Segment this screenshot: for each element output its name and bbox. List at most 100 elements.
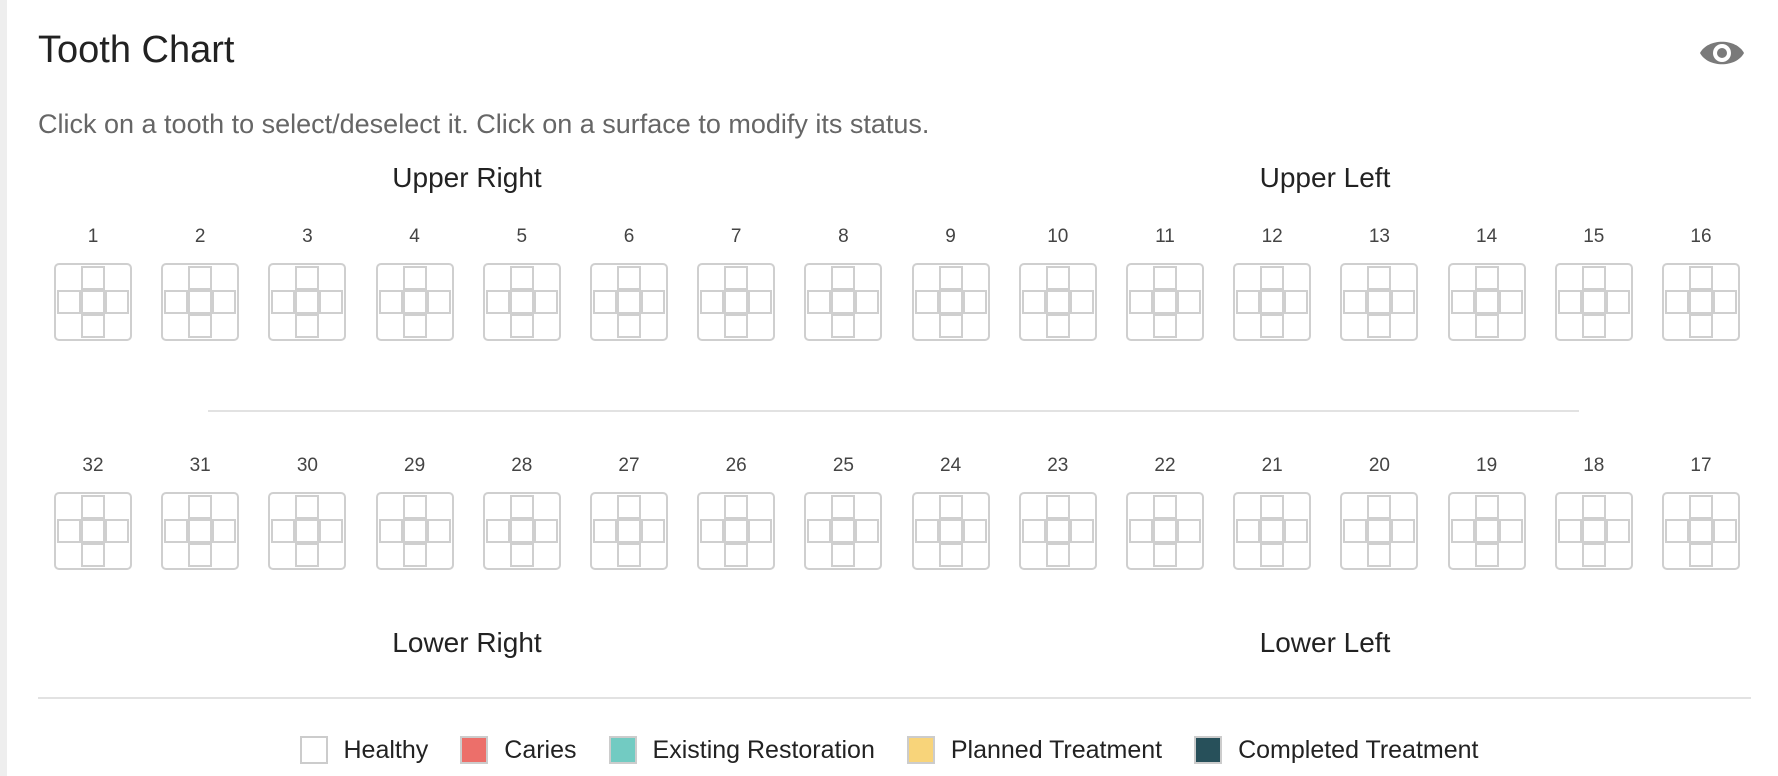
tooth[interactable]: 30 [268,454,347,570]
tooth[interactable]: 31 [161,454,240,570]
tooth-surface-center[interactable] [402,519,427,543]
tooth-surface-bottom[interactable] [1474,314,1499,338]
legend-item[interactable]: Planned Treatment [906,735,1162,765]
tooth[interactable]: 32 [54,454,132,570]
tooth-surface-center[interactable] [81,519,105,543]
tooth-surface-center[interactable] [1367,519,1392,543]
tooth[interactable]: 3 [268,225,347,341]
tooth-surface-right[interactable] [1284,519,1309,543]
tooth-surface-top[interactable] [1045,495,1070,519]
tooth-surface-bottom[interactable] [831,543,856,567]
tooth-surface-bottom[interactable] [1581,543,1606,567]
tooth[interactable]: 19 [1447,454,1526,570]
tooth-surface-top[interactable] [509,495,534,519]
tooth-surface-bottom[interactable] [81,543,105,567]
tooth[interactable]: 22 [1126,454,1204,570]
tooth-surface-center[interactable] [617,519,641,543]
tooth-surface-center[interactable] [509,290,534,314]
tooth-surface-bottom[interactable] [1045,543,1070,567]
tooth-surface-top[interactable] [938,266,963,290]
tooth-surface-left[interactable] [378,290,403,314]
tooth-surface-right[interactable] [1498,519,1523,543]
tooth-surface-top[interactable] [831,495,856,519]
tooth-surface-bottom[interactable] [402,314,427,338]
tooth[interactable]: 1 [54,225,132,341]
tooth-surface-right[interactable] [1498,290,1523,314]
tooth-surface-center[interactable] [295,519,320,543]
tooth[interactable]: 20 [1340,454,1419,570]
tooth-surface-bottom[interactable] [724,543,749,567]
tooth[interactable]: 10 [1018,225,1097,341]
tooth-surface-right[interactable] [855,519,880,543]
tooth-surface-center[interactable] [1474,290,1499,314]
tooth-surface-center[interactable] [295,290,320,314]
tooth-surface-left[interactable] [1343,290,1368,314]
legend-item[interactable]: Caries [460,735,577,765]
legend-item[interactable]: Existing Restoration [608,735,875,765]
tooth-surface-bottom[interactable] [1260,314,1285,338]
tooth-surface-left[interactable] [485,519,510,543]
tooth-surface-top[interactable] [1045,266,1070,290]
tooth[interactable]: 9 [911,225,990,341]
tooth-surface-left[interactable] [1021,290,1046,314]
tooth-surface-bottom[interactable] [1260,543,1285,567]
tooth-surface-left[interactable] [807,290,832,314]
tooth[interactable]: 12 [1233,225,1312,341]
tooth-surface-left[interactable] [1129,519,1153,543]
tooth-surface-center[interactable] [724,519,749,543]
tooth-surface-right[interactable] [1605,290,1630,314]
tooth-surface-top[interactable] [1689,266,1713,290]
tooth-surface-top[interactable] [1689,495,1713,519]
tooth-surface-top[interactable] [831,266,856,290]
tooth-surface-top[interactable] [402,495,427,519]
tooth[interactable]: 23 [1018,454,1097,570]
tooth[interactable]: 8 [804,225,883,341]
tooth[interactable]: 18 [1554,454,1633,570]
eye-icon[interactable] [1697,28,1747,78]
tooth-surface-top[interactable] [509,266,534,290]
tooth-surface-center[interactable] [724,290,749,314]
tooth-surface-center[interactable] [1474,519,1499,543]
tooth[interactable]: 2 [161,225,240,341]
tooth-surface-right[interactable] [1391,290,1416,314]
tooth-surface-bottom[interactable] [1045,314,1070,338]
tooth-surface-top[interactable] [81,266,105,290]
tooth[interactable]: 13 [1340,225,1419,341]
tooth-surface-bottom[interactable] [1689,543,1713,567]
tooth-surface-left[interactable] [57,290,81,314]
tooth-surface-right[interactable] [641,519,665,543]
tooth-surface-center[interactable] [1260,519,1285,543]
tooth-surface-right[interactable] [105,519,129,543]
tooth-surface-left[interactable] [1557,290,1582,314]
tooth-surface-top[interactable] [1581,266,1606,290]
tooth-surface-bottom[interactable] [402,543,427,567]
tooth-surface-left[interactable] [57,519,81,543]
tooth-surface-center[interactable] [938,290,963,314]
tooth[interactable]: 11 [1126,225,1204,341]
tooth-surface-center[interactable] [1581,290,1606,314]
tooth[interactable]: 14 [1447,225,1526,341]
tooth-surface-right[interactable] [1391,519,1416,543]
tooth-surface-center[interactable] [1045,519,1070,543]
tooth-surface-top[interactable] [1153,266,1177,290]
legend-item[interactable]: Healthy [299,735,428,765]
tooth-surface-center[interactable] [1689,290,1713,314]
tooth-surface-right[interactable] [212,519,237,543]
tooth-surface-bottom[interactable] [1367,543,1392,567]
tooth-surface-right[interactable] [1284,290,1309,314]
tooth-surface-top[interactable] [295,495,320,519]
tooth-surface-bottom[interactable] [617,314,641,338]
tooth[interactable]: 4 [375,225,454,341]
tooth-surface-bottom[interactable] [617,543,641,567]
tooth-surface-right[interactable] [426,519,451,543]
tooth-surface-top[interactable] [724,266,749,290]
tooth-surface-top[interactable] [1260,495,1285,519]
tooth-surface-bottom[interactable] [509,314,534,338]
tooth-surface-left[interactable] [700,290,725,314]
tooth-surface-right[interactable] [962,519,987,543]
tooth-surface-bottom[interactable] [1581,314,1606,338]
tooth-surface-bottom[interactable] [1153,543,1177,567]
legend-item[interactable]: Completed Treatment [1194,735,1479,765]
tooth-surface-bottom[interactable] [724,314,749,338]
tooth-surface-center[interactable] [831,519,856,543]
